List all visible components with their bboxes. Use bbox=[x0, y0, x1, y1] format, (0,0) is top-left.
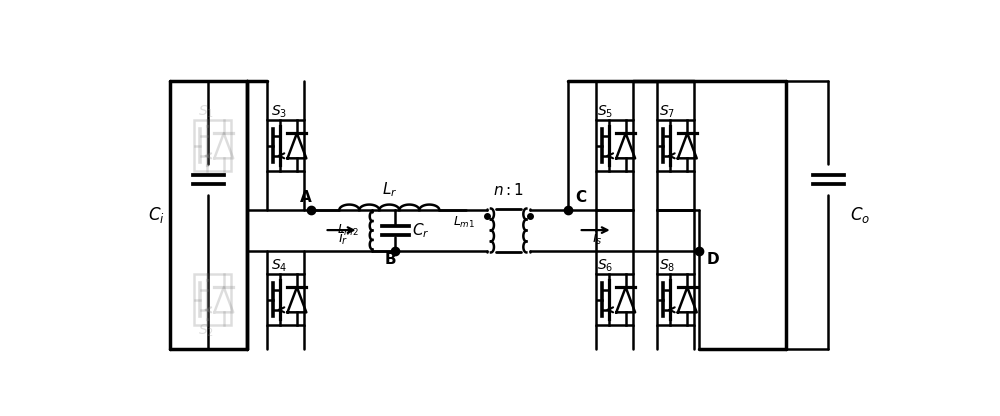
Text: $C_i$: $C_i$ bbox=[148, 205, 164, 225]
Text: A: A bbox=[300, 191, 312, 206]
Text: $S_2$: $S_2$ bbox=[198, 322, 214, 339]
Text: $n:1$: $n:1$ bbox=[493, 182, 524, 198]
Text: D: D bbox=[707, 252, 719, 267]
Bar bbox=[267, 120, 304, 171]
Text: $L_r$: $L_r$ bbox=[382, 180, 397, 198]
Text: $i_s$: $i_s$ bbox=[592, 229, 603, 247]
Text: $S_8$: $S_8$ bbox=[659, 258, 675, 274]
Text: $S_7$: $S_7$ bbox=[659, 104, 675, 120]
Text: $i_r$: $i_r$ bbox=[338, 229, 348, 247]
Text: $S_3$: $S_3$ bbox=[271, 104, 287, 120]
Text: $S_5$: $S_5$ bbox=[597, 104, 613, 120]
Text: $S_4$: $S_4$ bbox=[271, 258, 287, 274]
Text: B: B bbox=[385, 252, 396, 267]
Text: $C_r$: $C_r$ bbox=[412, 221, 430, 240]
Bar bbox=[194, 120, 231, 171]
Text: C: C bbox=[576, 191, 587, 206]
Bar bbox=[657, 275, 694, 325]
Bar bbox=[657, 120, 694, 171]
Bar bbox=[596, 275, 633, 325]
Text: $L_{m1}$: $L_{m1}$ bbox=[453, 215, 475, 230]
Text: $C_o$: $C_o$ bbox=[850, 205, 870, 225]
Text: $S_1$: $S_1$ bbox=[198, 104, 214, 120]
Bar bbox=[194, 275, 231, 325]
Text: $S_6$: $S_6$ bbox=[597, 258, 614, 274]
Text: $L_{m2}$: $L_{m2}$ bbox=[337, 223, 359, 238]
Bar bbox=[596, 120, 633, 171]
Bar bbox=[267, 275, 304, 325]
